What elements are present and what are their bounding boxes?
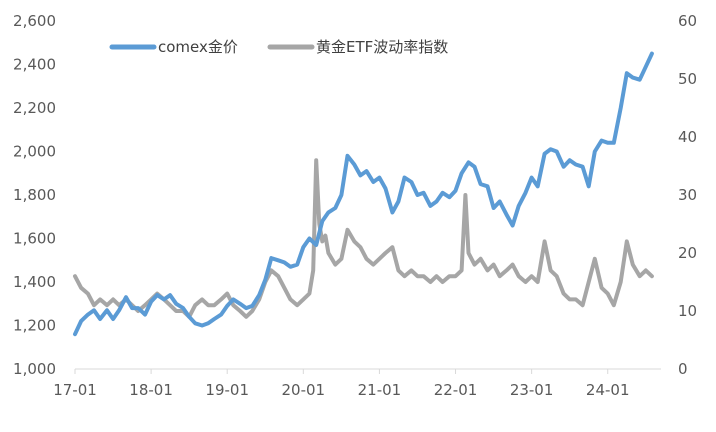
right-axis-tick-label: 30 — [678, 186, 697, 204]
x-axis-tick-label: 21-01 — [358, 381, 402, 399]
left-axis-tick-label: 1,000 — [13, 360, 56, 378]
legend-label: comex金价 — [158, 38, 238, 56]
right-axis-tick-label: 60 — [678, 12, 697, 30]
right-axis-tick-label: 50 — [678, 70, 697, 88]
right-axis-tick-labels: 0 10 20 30 40 50 60 — [678, 12, 697, 378]
series-layer — [73, 51, 654, 337]
left-axis-tick-label: 1,400 — [13, 273, 56, 291]
legend-label: 黄金ETF波动率指数 — [316, 38, 448, 56]
x-axis-tick-label: 19-01 — [205, 381, 249, 399]
legend: comex金价 黄金ETF波动率指数 — [109, 38, 448, 56]
x-axis-tick-label: 18-01 — [129, 381, 173, 399]
left-axis-tick-label: 1,800 — [13, 186, 56, 204]
left-axis-tick-label: 2,600 — [13, 12, 56, 30]
right-axis-tick-label: 10 — [678, 302, 697, 320]
left-axis-tick-label: 2,400 — [13, 56, 56, 74]
right-axis-tick-label: 0 — [678, 360, 688, 378]
x-axis-tick-label: 23-01 — [510, 381, 554, 399]
right-axis-tick-label: 20 — [678, 244, 697, 262]
x-axis-tick-label: 24-01 — [586, 381, 630, 399]
x-axis-tick-labels: 17-01 18-01 19-01 20-01 21-01 22-01 23-01 24-01 — [53, 369, 630, 399]
x-axis-tick-label: 22-01 — [434, 381, 478, 399]
left-axis-tick-label: 2,000 — [13, 143, 56, 161]
series-line-etf-volatility — [73, 158, 654, 319]
x-axis-tick-label: 17-01 — [53, 381, 97, 399]
x-axis-tick-label: 20-01 — [282, 381, 326, 399]
left-axis-tick-label: 1,200 — [13, 317, 56, 335]
left-axis-tick-label: 1,600 — [13, 230, 56, 248]
right-axis-tick-label: 40 — [678, 128, 697, 146]
series-line-comex-gold — [73, 51, 654, 337]
left-axis-tick-label: 2,200 — [13, 99, 56, 117]
left-axis-tick-labels: 1,000 1,200 1,400 1,600 1,800 2,000 2,200 2,400… — [13, 12, 56, 378]
